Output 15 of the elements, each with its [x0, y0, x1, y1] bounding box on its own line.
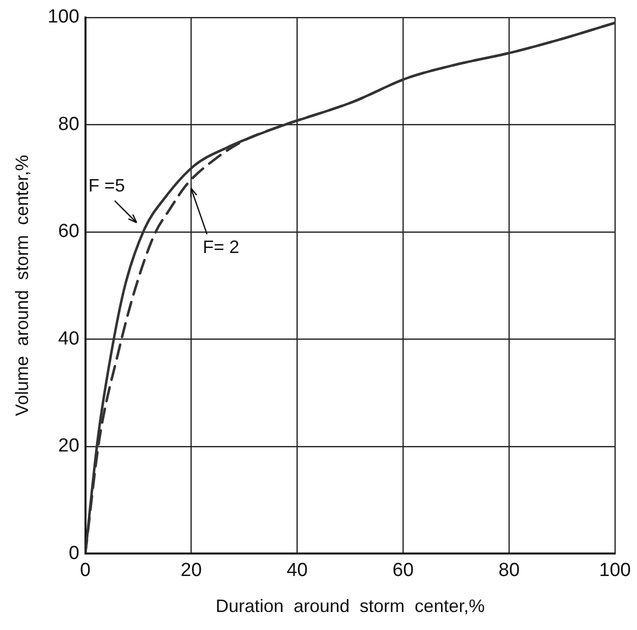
- y-tick-label: 40: [58, 328, 80, 350]
- x-tick-label: 40: [286, 560, 308, 582]
- x-tick-label: 20: [180, 560, 202, 582]
- y-tick-label: 100: [48, 6, 80, 28]
- x-tick-label: 100: [599, 560, 631, 582]
- x-tick-label: 80: [498, 560, 520, 582]
- x-axis-title: Duration around storm center,%: [216, 596, 485, 616]
- y-tick-label: 20: [58, 436, 80, 457]
- y-tick-label: 60: [58, 221, 80, 242]
- x-tick-label: 60: [392, 560, 414, 582]
- y-tick-label: 80: [58, 114, 80, 135]
- y-tick-label: 0: [68, 542, 80, 564]
- annotation: F =5: [88, 176, 125, 196]
- annotation: F= 2: [202, 237, 240, 258]
- y-axis-title: Volume around storm center,%: [12, 154, 32, 416]
